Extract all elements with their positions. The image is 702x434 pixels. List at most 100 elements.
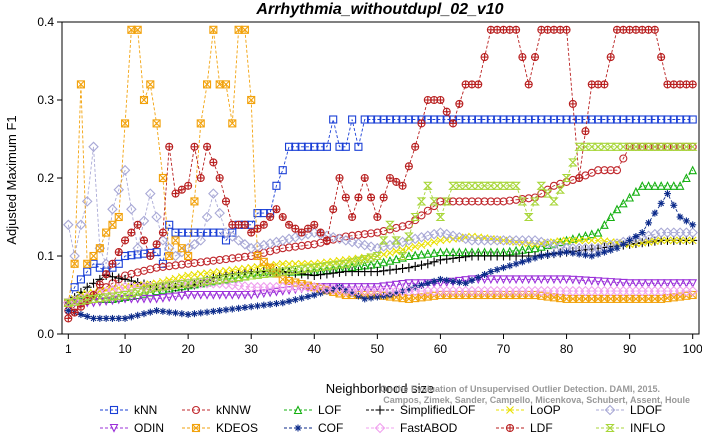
series-point — [449, 277, 457, 285]
series-point — [310, 291, 318, 299]
series-ldof — [63, 141, 698, 270]
series-point — [429, 248, 439, 257]
series-point — [624, 142, 635, 151]
series-point — [429, 257, 439, 267]
series-point — [416, 260, 426, 270]
series-point — [481, 271, 489, 279]
series-point — [435, 255, 445, 265]
series-point — [239, 239, 251, 250]
series-point — [670, 201, 678, 209]
series-point — [512, 25, 521, 34]
series-point — [404, 232, 414, 241]
series-point — [492, 181, 503, 190]
series-point — [687, 285, 698, 297]
series-point — [189, 278, 200, 287]
series-point — [668, 142, 679, 151]
series-point — [216, 307, 224, 315]
series-point — [644, 238, 653, 246]
series-point — [227, 273, 238, 282]
series-point — [574, 142, 584, 151]
series-point — [600, 115, 609, 124]
series-point — [259, 220, 268, 229]
series-point — [315, 282, 326, 294]
series-point — [436, 275, 444, 283]
series-point — [258, 269, 269, 278]
series-point — [612, 115, 622, 124]
series-point — [417, 281, 425, 289]
series-point — [184, 181, 193, 190]
series-point — [669, 115, 678, 124]
series-point — [455, 197, 464, 206]
series-point — [474, 115, 483, 124]
series-point — [448, 119, 458, 128]
series-point — [102, 270, 111, 279]
series-point — [139, 95, 149, 105]
series-point — [190, 142, 199, 151]
series-point — [650, 279, 660, 289]
series-point — [215, 290, 225, 300]
x-tick-label: 30 — [245, 342, 259, 356]
series-point — [108, 259, 117, 268]
series-point — [688, 115, 697, 124]
series-point — [593, 142, 603, 151]
series-point — [172, 309, 180, 317]
series-point — [121, 251, 130, 261]
series-point — [454, 253, 464, 263]
series-point — [644, 115, 653, 124]
series-point — [373, 115, 382, 124]
series-point — [619, 240, 627, 248]
series-point — [651, 209, 659, 217]
series-point — [460, 181, 471, 190]
series-point — [600, 220, 609, 229]
series-point — [266, 212, 275, 222]
series-point — [379, 115, 388, 124]
series-point — [599, 142, 610, 151]
series-point — [626, 236, 634, 244]
series-point — [297, 228, 306, 237]
legend-item-cof: COF — [284, 421, 343, 434]
series-point — [467, 197, 477, 206]
x-tick-label: 100 — [683, 342, 702, 356]
series-point — [618, 198, 628, 208]
series-point — [127, 313, 135, 321]
series-point — [436, 197, 445, 206]
series-point — [221, 274, 231, 283]
series-point — [221, 255, 231, 264]
series-point — [511, 275, 521, 285]
series-point — [240, 272, 250, 281]
series-point — [133, 250, 142, 259]
series-point — [195, 235, 207, 246]
series-point — [499, 275, 508, 285]
series-point — [574, 276, 584, 285]
series-point — [77, 311, 85, 318]
series-point — [134, 311, 142, 319]
series-point — [530, 53, 540, 62]
series-point — [245, 242, 257, 254]
series-point — [203, 269, 211, 278]
series-point — [233, 273, 244, 282]
series-point — [209, 268, 218, 277]
legend-label: LDOF — [630, 403, 662, 417]
series-point — [121, 236, 130, 245]
series-point — [442, 254, 452, 264]
y-tick-label: 0.2 — [37, 171, 54, 185]
series-point — [422, 181, 433, 190]
legend: kNN kNNW LOF SimplifiedLOF LoOP LDOF ODIN KDEOS… — [100, 403, 665, 434]
series-point — [423, 259, 433, 269]
series-point — [441, 228, 453, 240]
series-point — [171, 228, 180, 237]
series-point — [215, 228, 224, 237]
series-point — [133, 25, 142, 34]
series-point — [675, 279, 685, 289]
series-point — [638, 238, 647, 247]
series-point — [365, 241, 377, 252]
series-point — [121, 314, 129, 322]
series-point — [177, 185, 186, 194]
series-point — [625, 192, 635, 202]
series-point — [543, 115, 552, 124]
series-point — [499, 115, 508, 124]
axes: 1 10 20 30 40 50 60 70 80 90 100 0.0 0.1 0.2 0.3 0.4 — [37, 15, 702, 356]
series-point — [366, 253, 376, 262]
series-point — [644, 279, 653, 289]
series-point — [291, 224, 300, 233]
